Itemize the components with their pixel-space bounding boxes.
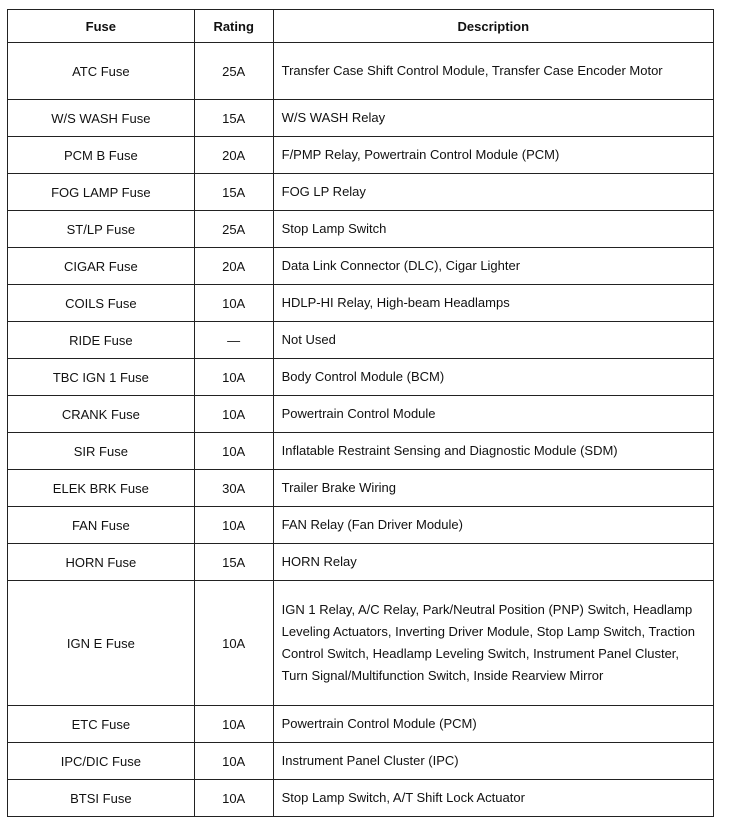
rating-cell: 10A — [193, 779, 274, 817]
fuse-cell: W/S WASH Fuse — [7, 99, 195, 137]
description-cell: Data Link Connector (DLC), Cigar Lighter — [272, 247, 715, 285]
table-row: HORN Fuse 15A HORN Relay — [7, 543, 715, 581]
description-cell: Body Control Module (BCM) — [272, 358, 715, 396]
table-row: SIR Fuse 10A Inflatable Restraint Sensing … — [7, 432, 715, 470]
fuse-table: Fuse Rating Description ATC Fuse 25A Trans… — [7, 9, 715, 817]
table-row: RIDE Fuse — Not Used — [7, 321, 715, 359]
header-fuse: Fuse — [7, 9, 195, 43]
table-header-row: Fuse Rating Description — [7, 9, 715, 43]
header-description: Description — [272, 9, 715, 43]
fuse-cell: BTSI Fuse — [7, 779, 195, 817]
fuse-cell: PCM B Fuse — [7, 136, 195, 174]
fuse-cell: IPC/DIC Fuse — [7, 742, 195, 780]
rating-cell: 30A — [193, 469, 274, 507]
rating-cell: 10A — [193, 506, 274, 544]
table-row: FAN Fuse 10A FAN Relay (Fan Driver Module) — [7, 506, 715, 544]
fuse-cell: HORN Fuse — [7, 543, 195, 581]
description-cell: Instrument Panel Cluster (IPC) — [272, 742, 715, 780]
description-cell: Powertrain Control Module (PCM) — [272, 705, 715, 743]
rating-cell: 10A — [193, 358, 274, 396]
rating-cell: 15A — [193, 543, 274, 581]
table-row: TBC IGN 1 Fuse 10A Body Control Module (BC… — [7, 358, 715, 396]
fuse-cell: TBC IGN 1 Fuse — [7, 358, 195, 396]
description-cell: F/PMP Relay, Powertrain Control Module (… — [272, 136, 715, 174]
rating-cell: 10A — [193, 395, 274, 433]
fuse-cell: ETC Fuse — [7, 705, 195, 743]
description-cell: Stop Lamp Switch — [272, 210, 715, 248]
fuse-cell: IGN E Fuse — [7, 580, 195, 706]
fuse-cell: ST/LP Fuse — [7, 210, 195, 248]
table-row: ATC Fuse 25A Transfer Case Shift Control M… — [7, 42, 715, 100]
table-row: IPC/DIC Fuse 10A Instrument Panel Cluster … — [7, 742, 715, 780]
fuse-cell: FOG LAMP Fuse — [7, 173, 195, 211]
fuse-cell: SIR Fuse — [7, 432, 195, 470]
fuse-cell: CRANK Fuse — [7, 395, 195, 433]
fuse-cell: FAN Fuse — [7, 506, 195, 544]
rating-cell: 15A — [193, 99, 274, 137]
rating-cell: 10A — [193, 432, 274, 470]
fuse-cell: CIGAR Fuse — [7, 247, 195, 285]
description-cell: HORN Relay — [272, 543, 715, 581]
description-cell: FAN Relay (Fan Driver Module) — [272, 506, 715, 544]
rating-cell: 25A — [193, 210, 274, 248]
table-row: BTSI Fuse 10A Stop Lamp Switch, A/T Shift … — [7, 779, 715, 817]
table-row: W/S WASH Fuse 15A W/S WASH Relay — [7, 99, 715, 137]
rating-cell: 20A — [193, 136, 274, 174]
description-cell: Powertrain Control Module — [272, 395, 715, 433]
fuse-cell: COILS Fuse — [7, 284, 195, 322]
rating-cell: 15A — [193, 173, 274, 211]
rating-cell: 25A — [193, 42, 274, 100]
table-row: ST/LP Fuse 25A Stop Lamp Switch — [7, 210, 715, 248]
header-rating: Rating — [193, 9, 274, 43]
description-cell: Inflatable Restraint Sensing and Diagnos… — [272, 432, 715, 470]
table-row: CRANK Fuse 10A Powertrain Control Module — [7, 395, 715, 433]
description-cell: IGN 1 Relay, A/C Relay, Park/Neutral Pos… — [272, 580, 715, 706]
description-cell: Not Used — [272, 321, 715, 359]
description-cell: HDLP-HI Relay, High-beam Headlamps — [272, 284, 715, 322]
rating-cell: 10A — [193, 284, 274, 322]
rating-cell: 10A — [193, 742, 274, 780]
description-cell: Trailer Brake Wiring — [272, 469, 715, 507]
rating-cell: 10A — [193, 580, 274, 706]
fuse-cell: RIDE Fuse — [7, 321, 195, 359]
rating-cell: — — [193, 321, 274, 359]
table-row: ELEK BRK Fuse 30A Trailer Brake Wiring — [7, 469, 715, 507]
table-row: IGN E Fuse 10A IGN 1 Relay, A/C Relay, Par… — [7, 580, 715, 706]
description-cell: W/S WASH Relay — [272, 99, 715, 137]
table-row: PCM B Fuse 20A F/PMP Relay, Powertrain Con… — [7, 136, 715, 174]
table-row: CIGAR Fuse 20A Data Link Connector (DLC), … — [7, 247, 715, 285]
description-cell: Stop Lamp Switch, A/T Shift Lock Actuato… — [272, 779, 715, 817]
description-cell: Transfer Case Shift Control Module, Tran… — [272, 42, 715, 100]
table-row: ETC Fuse 10A Powertrain Control Module (PC… — [7, 705, 715, 743]
fuse-cell: ATC Fuse — [7, 42, 195, 100]
rating-cell: 20A — [193, 247, 274, 285]
rating-cell: 10A — [193, 705, 274, 743]
table-row: COILS Fuse 10A HDLP-HI Relay, High-beam He… — [7, 284, 715, 322]
fuse-cell: ELEK BRK Fuse — [7, 469, 195, 507]
description-cell: FOG LP Relay — [272, 173, 715, 211]
table-row: FOG LAMP Fuse 15A FOG LP Relay — [7, 173, 715, 211]
